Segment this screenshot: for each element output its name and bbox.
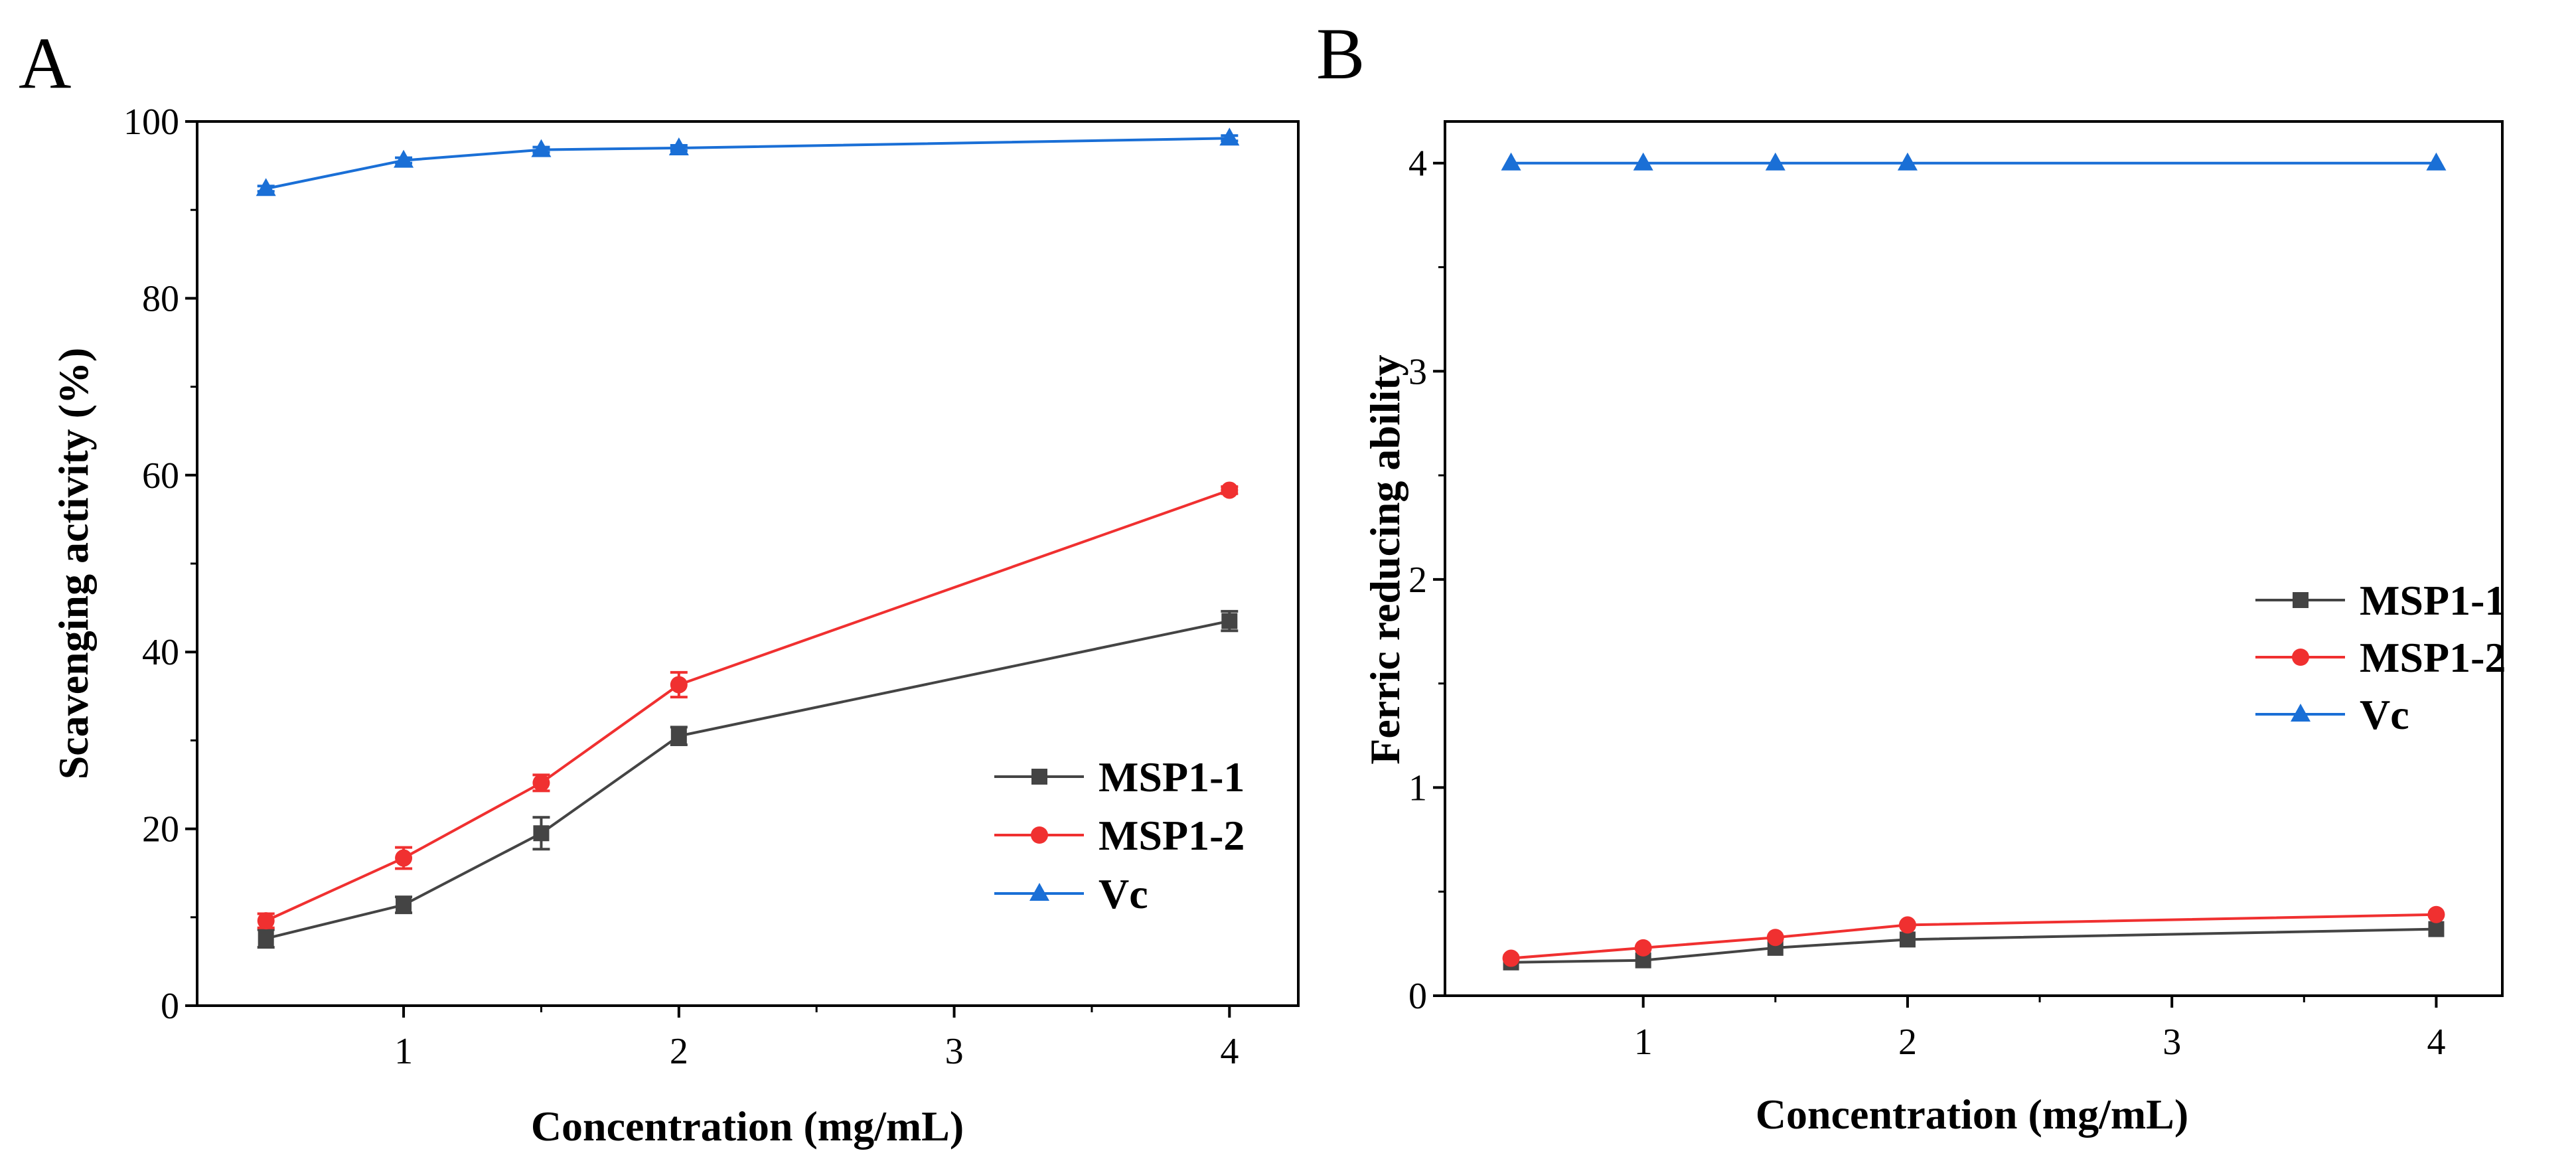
panel-a-point-msp1-2	[532, 774, 550, 792]
panel-a-point-vc	[394, 149, 414, 168]
panel-b-xtick-labels: 1 2 3 4	[1634, 1022, 2446, 1063]
panel-a-point-msp1-1	[1221, 613, 1238, 629]
panel-b-point-msp1-2	[1766, 929, 1784, 947]
panel-b-y-axis-title: Ferric reducing ability	[1361, 354, 1408, 764]
panel-b-point-vc	[1633, 152, 1653, 171]
panel-b-letter: B	[1316, 13, 1365, 94]
panel-a-ytick-label: 20	[142, 809, 179, 850]
panel-a-point-msp1-1	[670, 728, 687, 744]
panel-a-xtick-label: 1	[394, 1031, 413, 1072]
panel-a-ytick-label: 0	[161, 986, 179, 1027]
panel-a-point-vc	[1219, 127, 1240, 146]
panel-b-ytick-label: 4	[1408, 143, 1427, 185]
panel-b-point-msp1-1	[1899, 931, 1916, 948]
panel-b-ytick-label: 1	[1408, 767, 1427, 809]
panel-a: A 0 20 40 60 80 100 1 2 3 4 Concentration (mg/mL…	[19, 23, 1300, 1150]
panel-b-point-vc	[1501, 152, 1521, 171]
panel-b-point-msp1-1	[2428, 921, 2445, 937]
legend-a-vc-marker	[1029, 883, 1049, 901]
legend-b-msp1-2-label: MSP1-2	[2360, 634, 2506, 681]
panel-b-x-axis-title: Concentration (mg/mL)	[1756, 1091, 2188, 1138]
panel-a-ticks	[185, 120, 1231, 1018]
panel-b-plot-frame	[1444, 120, 2504, 997]
panel-a-y-axis-title: Scavenging activity (%)	[50, 348, 97, 780]
panel-b-point-vc	[2426, 152, 2447, 171]
panel-a-point-msp1-1	[258, 930, 274, 947]
panel-b-point-msp1-2	[1634, 939, 1652, 957]
legend-a-msp1-1-marker	[1031, 769, 1047, 785]
panel-b-ytick-labels: 0 1 2 3 4	[1408, 143, 1427, 1017]
panel-b-xtick-label: 4	[2427, 1022, 2445, 1063]
panel-a-ytick-label: 80	[142, 278, 179, 319]
panel-b-legend: MSP1-1 MSP1-2 Vc	[2255, 577, 2506, 738]
panel-a-xtick-labels: 1 2 3 4	[394, 1031, 1239, 1072]
panel-a-ytick-labels: 0 20 40 60 80 100	[123, 102, 179, 1027]
panel-a-ytick-label: 100	[123, 102, 179, 143]
panel-b-ytick-label: 2	[1408, 560, 1427, 601]
legend-b-msp1-2-marker	[2292, 649, 2309, 666]
legend-a-msp1-2-marker	[1031, 826, 1048, 844]
panel-b-xtick-label: 1	[1634, 1022, 1653, 1063]
panel-b-point-vc	[1897, 152, 1918, 171]
panel-a-ytick-label: 40	[142, 632, 179, 673]
legend-a-vc-symbol	[1029, 883, 1049, 901]
panel-a-point-msp1-2	[1221, 481, 1239, 499]
legend-b-msp1-1-label: MSP1-1	[2360, 577, 2506, 624]
panel-b-ticks	[1433, 161, 2438, 1008]
panel-a-xtick-label: 3	[945, 1031, 964, 1072]
panel-a-point-vc	[668, 137, 689, 155]
panel-b-point-msp1-2	[2427, 905, 2445, 923]
panel-b-xtick-label: 3	[2162, 1022, 2181, 1063]
legend-b-vc-symbol	[2291, 704, 2311, 722]
panel-a-point-vc	[256, 178, 276, 196]
panel-a-series-msp1-1-line	[265, 619, 1230, 940]
legend-a-vc-label: Vc	[1099, 870, 1148, 917]
panel-b-point-vc	[1765, 152, 1785, 171]
panel-b-xtick-label: 2	[1898, 1022, 1917, 1063]
panel-a-point-msp1-2	[670, 676, 688, 694]
panel-a-point-msp1-1	[533, 825, 550, 842]
panel-b-point-msp1-2	[1502, 949, 1520, 967]
legend-b-msp1-1-symbol	[2293, 592, 2309, 608]
legend-a-msp1-2-symbol	[1031, 826, 1048, 844]
legend-b-vc-label: Vc	[2360, 691, 2409, 738]
panel-b-point-msp1-2	[1898, 916, 1916, 934]
panel-a-series	[256, 127, 1240, 949]
panel-a-point-msp1-1	[396, 897, 412, 913]
legend-a-msp1-1-label: MSP1-1	[1099, 753, 1245, 801]
legend-b-vc-marker	[2291, 704, 2311, 722]
panel-b-ytick-label: 3	[1408, 351, 1427, 392]
panel-a-letter: A	[19, 23, 71, 104]
panel-b: B 0 1 2 3 4 1 2 3 4 Concentration (mg/mL) Ferri…	[1316, 13, 2506, 1138]
panel-a-ytick-label: 60	[142, 455, 179, 497]
panel-a-x-axis-title: Concentration (mg/mL)	[531, 1103, 964, 1150]
panel-a-point-msp1-2	[257, 912, 275, 930]
legend-b-msp1-2-symbol	[2292, 649, 2309, 666]
panel-a-point-vc	[531, 139, 552, 157]
panel-b-series	[1501, 152, 2447, 970]
panel-a-legend: MSP1-1 MSP1-2 Vc	[994, 753, 1245, 917]
legend-a-msp1-2-label: MSP1-2	[1099, 812, 1245, 859]
legend-b-msp1-1-marker	[2293, 592, 2309, 608]
panel-a-point-msp1-2	[395, 849, 413, 867]
panel-a-xtick-label: 4	[1220, 1031, 1239, 1072]
panel-a-xtick-label: 2	[670, 1031, 688, 1072]
legend-a-msp1-1-symbol	[1031, 769, 1047, 785]
panel-b-ytick-label: 0	[1408, 976, 1427, 1017]
